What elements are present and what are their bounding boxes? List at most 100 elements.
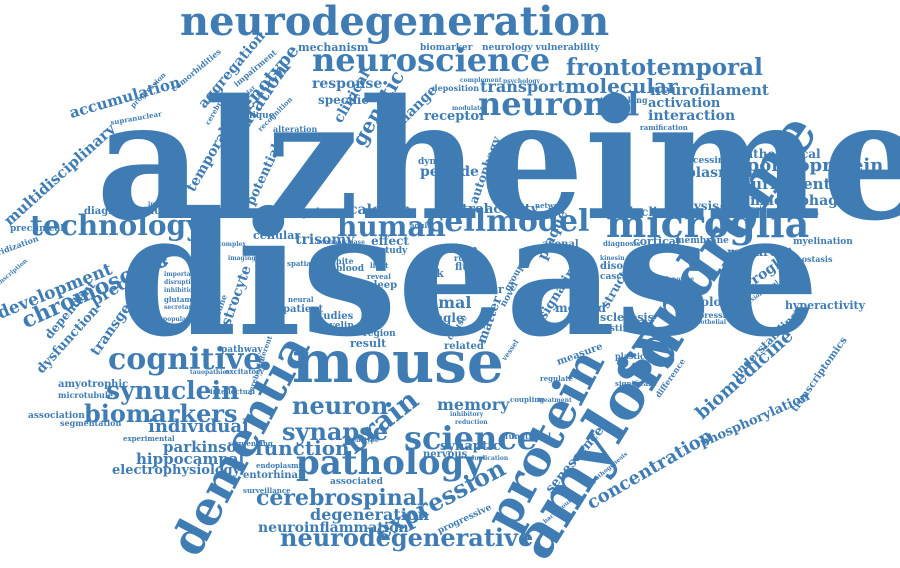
word: endoplasmic — [256, 461, 306, 470]
word: spatial — [287, 259, 314, 268]
word: duplication — [470, 455, 509, 462]
word: specific — [318, 93, 369, 107]
word: animal — [410, 293, 472, 312]
word: trafficking — [600, 95, 648, 105]
word: level — [409, 276, 438, 289]
word: stem — [448, 243, 478, 256]
word: blood — [336, 264, 365, 274]
word: macrophage — [750, 193, 847, 209]
word: system — [295, 205, 342, 219]
word: electrophysiology — [112, 463, 241, 478]
word: neural — [288, 295, 314, 304]
word: pathway — [221, 345, 263, 355]
word: dynamic — [418, 157, 461, 167]
word: amyotrophic — [58, 379, 129, 390]
word: fluid — [455, 262, 481, 273]
word: function — [255, 436, 350, 460]
word: biomarker — [420, 43, 473, 53]
word: network — [535, 201, 568, 210]
word: lateral — [425, 322, 451, 331]
word: tauopathies — [190, 369, 230, 376]
word: sequencing — [228, 439, 273, 448]
word: myelination — [793, 237, 853, 247]
word: disorder — [600, 261, 647, 272]
word: pathology — [296, 443, 485, 483]
word: nervous — [423, 449, 468, 460]
word: light — [370, 261, 389, 270]
word: sclerosis — [600, 311, 654, 324]
word: cascade — [600, 272, 640, 282]
word: neurology vulnerability — [482, 43, 600, 53]
word: receptor — [424, 109, 486, 124]
word: neuron — [292, 391, 389, 420]
word: neuroscience — [312, 41, 551, 79]
word: neurodegeneration — [180, 0, 610, 45]
word: degeneration — [310, 505, 430, 524]
word: plasticity — [615, 351, 657, 361]
word: complement — [460, 77, 502, 84]
word: studies — [313, 311, 354, 322]
word: alteration — [273, 124, 318, 134]
word: hippocampal — [136, 450, 245, 468]
word: neurofilament — [650, 81, 769, 99]
word: processing — [676, 156, 731, 166]
word: effect — [371, 234, 409, 248]
word: depression — [688, 310, 737, 320]
word: human — [337, 210, 446, 243]
word: memory — [437, 395, 510, 414]
word: interleukin — [148, 201, 186, 208]
word: single — [423, 311, 464, 325]
word: phagocytosis — [715, 204, 766, 213]
word: modulate — [452, 105, 484, 112]
word: mouse — [292, 328, 504, 396]
word: calcium — [349, 202, 411, 218]
word: frontotemporal — [566, 54, 763, 81]
word: study — [380, 246, 408, 256]
word: pathological — [737, 147, 821, 161]
word: plasmon — [686, 165, 753, 181]
word: microtubule — [58, 390, 113, 400]
word: parkinson — [163, 438, 248, 456]
word: cerebrospinal — [256, 485, 426, 511]
word: apolipoprotein — [735, 155, 884, 176]
word: microglia — [606, 201, 810, 246]
word: imaging — [228, 255, 256, 262]
word: risk — [420, 267, 444, 280]
word: trisomy — [295, 232, 355, 248]
word: diagnosis — [603, 239, 641, 248]
word: important — [164, 271, 198, 278]
word: cortical — [633, 235, 681, 248]
word: glutamate — [164, 295, 205, 304]
word: treatment — [538, 397, 572, 404]
word: deposition — [432, 83, 480, 93]
word: coupling — [510, 395, 545, 404]
word: sleep — [368, 280, 398, 291]
word: homeostasis — [777, 254, 833, 264]
word: genotype — [348, 437, 379, 444]
word: membrane — [675, 236, 729, 246]
word: science — [404, 419, 538, 457]
word: method — [555, 301, 606, 315]
word: biology — [688, 295, 737, 309]
word: experimental — [123, 434, 175, 443]
word: kinase — [343, 239, 365, 246]
word: intestinal — [590, 324, 639, 334]
word: complex — [218, 241, 246, 248]
word: axonal — [542, 239, 579, 250]
word: synuclein — [106, 376, 240, 405]
word: peptide — [420, 164, 479, 180]
word: reduction — [455, 419, 488, 426]
word: association — [28, 411, 85, 421]
word: diagnostic — [84, 206, 143, 217]
word: kinesin — [600, 255, 625, 262]
word: control — [436, 202, 489, 217]
word: alzheimer — [96, 63, 900, 257]
word: neuronal — [478, 85, 640, 123]
word: mechanism — [298, 41, 369, 54]
word: white — [329, 256, 354, 266]
word: regulate — [540, 374, 574, 383]
word: region — [363, 329, 396, 339]
word: synapse — [282, 417, 389, 446]
word: inhibition — [164, 287, 198, 294]
word: synaptic — [440, 439, 501, 454]
